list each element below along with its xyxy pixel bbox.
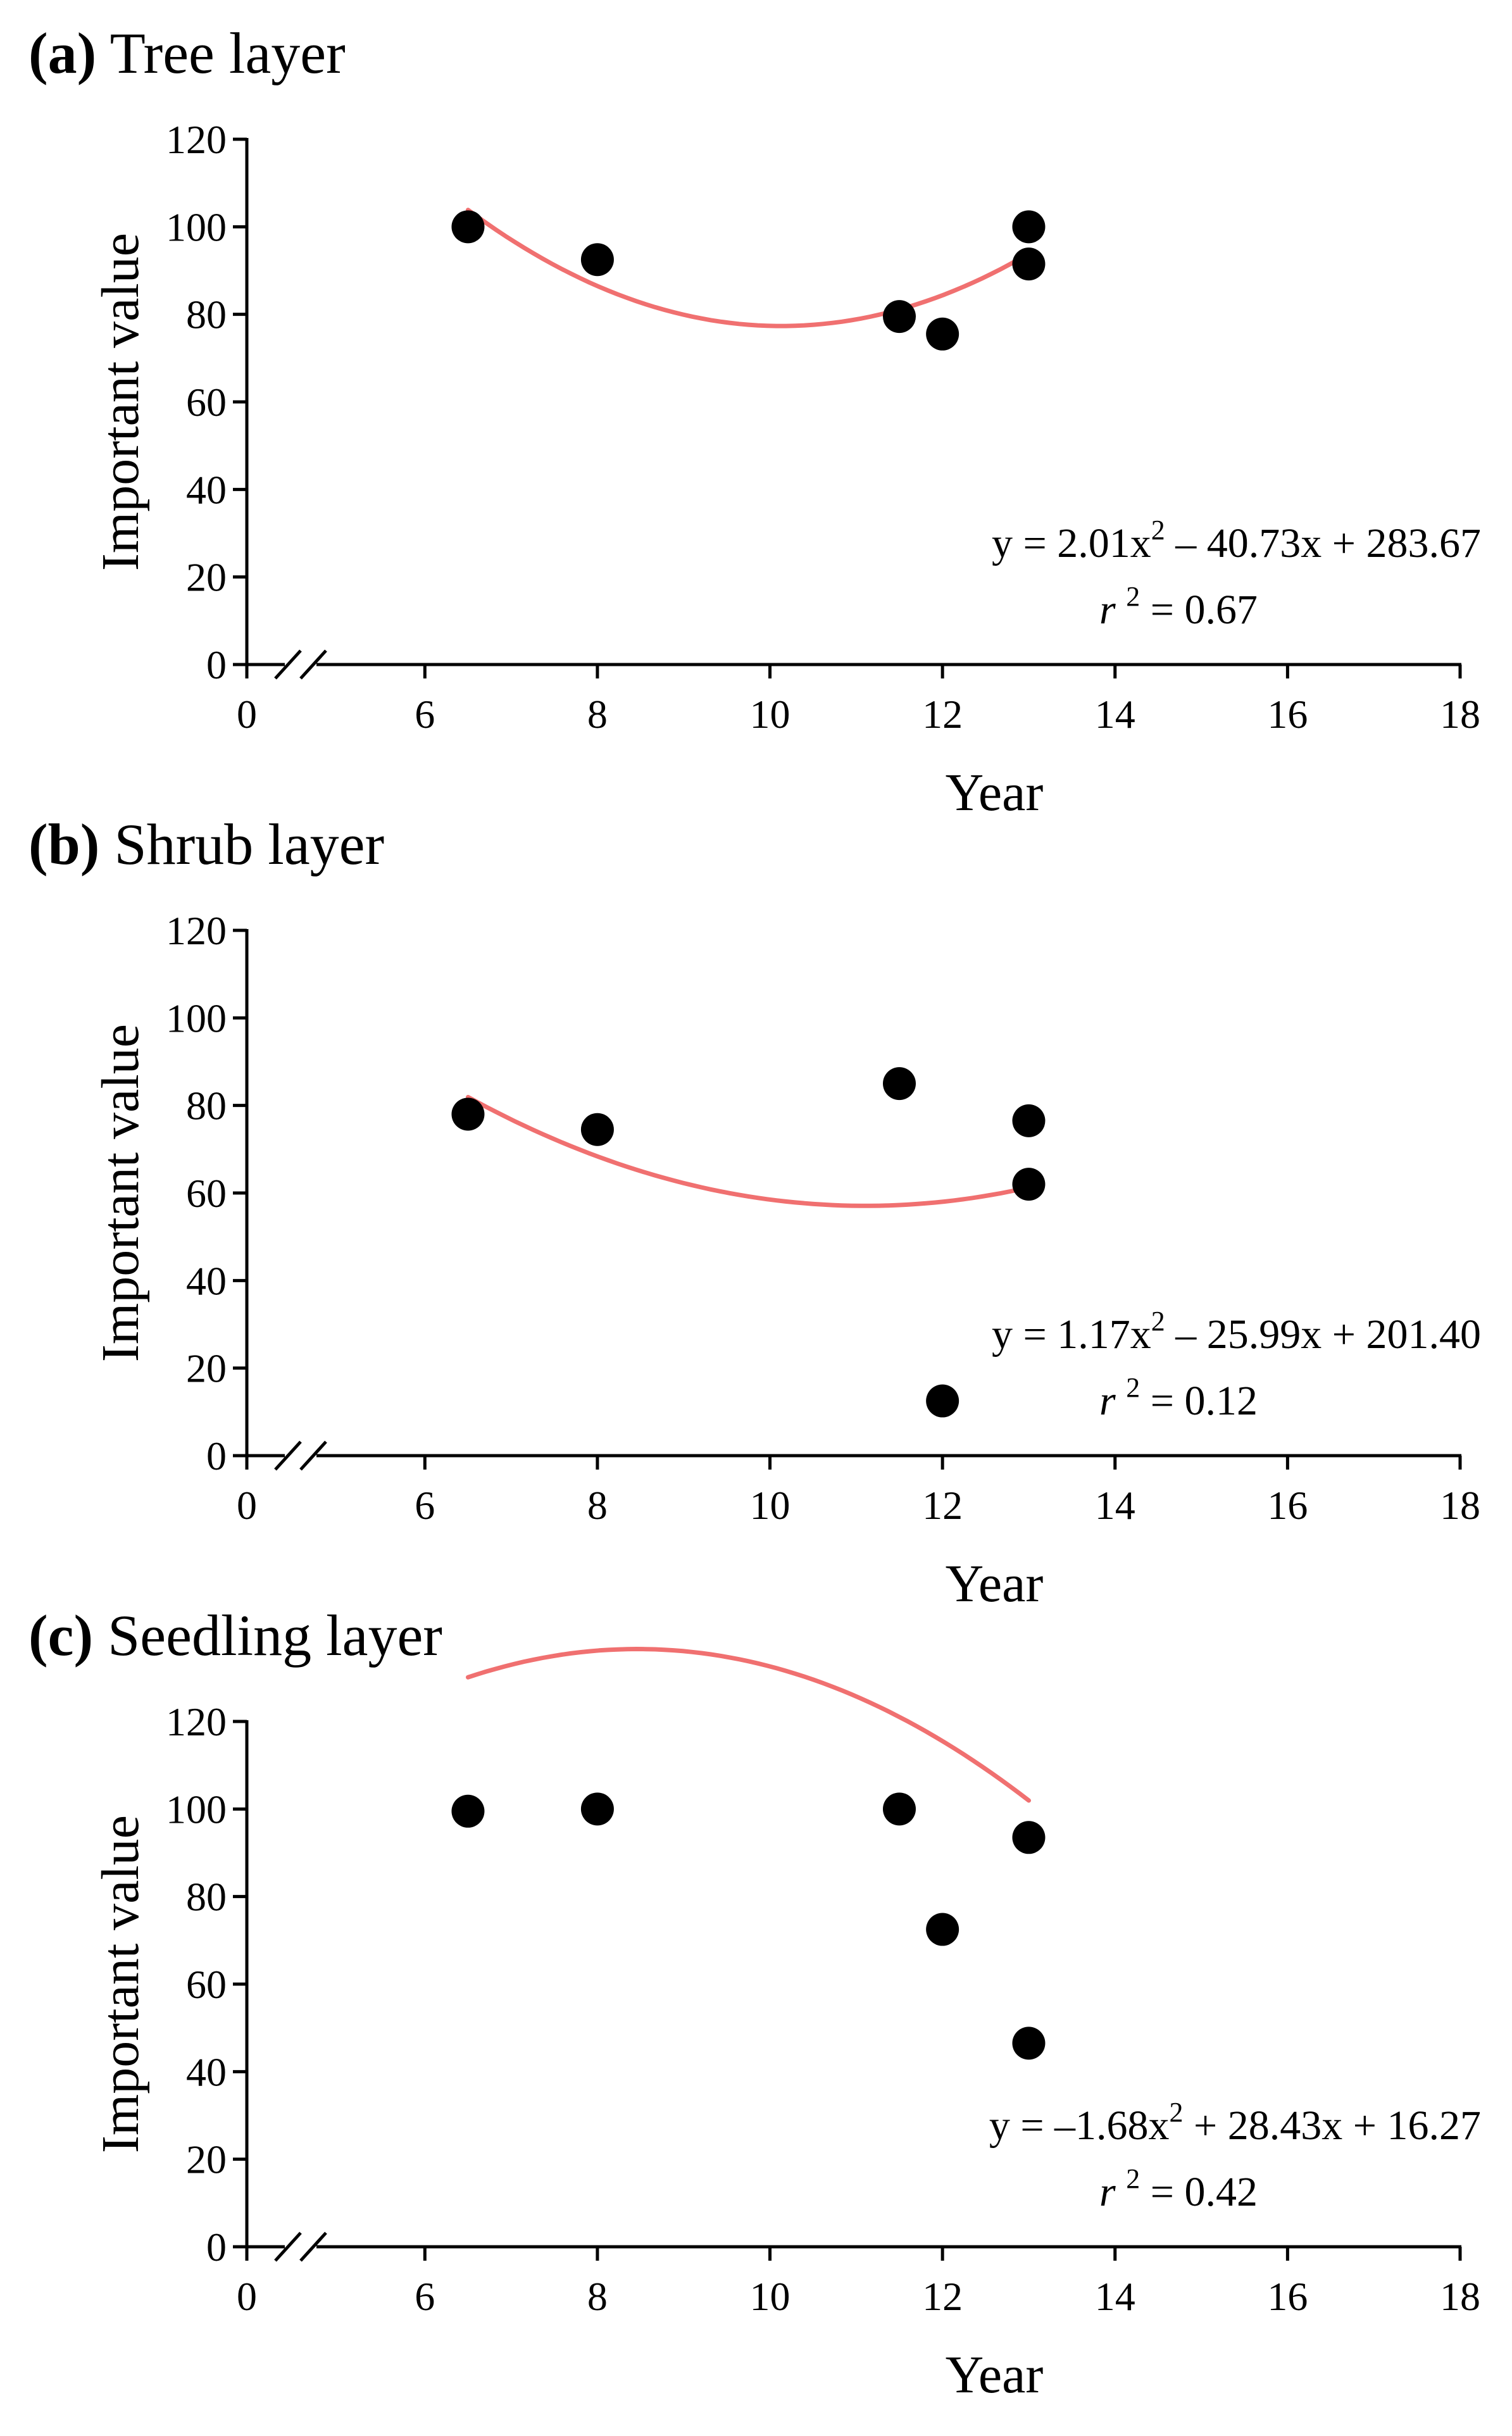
x-tick-label: 10 — [750, 1483, 790, 1528]
data-point — [451, 1794, 485, 1828]
y-tick-label: 20 — [186, 1346, 227, 1391]
x-tick-label: 18 — [1440, 692, 1480, 737]
x-tick-label: 14 — [1095, 2274, 1135, 2319]
x-tick-label: 8 — [587, 1483, 608, 1528]
y-tick-label: 80 — [186, 292, 227, 337]
data-point — [926, 317, 959, 351]
x-tick-label: 10 — [750, 692, 790, 737]
data-point — [926, 1384, 959, 1418]
y-axis-title: Important value — [91, 1024, 150, 1362]
y-tick-label: 0 — [206, 2225, 227, 2270]
x-tick-label: 14 — [1095, 692, 1135, 737]
x-tick-label: 0 — [237, 1483, 257, 1528]
panel-letter: (a) — [28, 21, 96, 85]
axis-break-mark — [274, 649, 302, 680]
panel-name: Shrub layer — [99, 812, 384, 877]
x-tick-label: 18 — [1440, 1483, 1480, 1528]
x-axis-title: Year — [946, 763, 1044, 822]
panel-title: (a) Tree layer — [28, 21, 346, 85]
axis-break-mark — [299, 2232, 327, 2262]
data-point — [883, 1067, 916, 1101]
panel-letter: (b) — [28, 812, 99, 877]
y-tick-label: 100 — [166, 996, 227, 1040]
y-tick-label: 0 — [206, 642, 227, 687]
chart-panel-1: (a) Tree layer 0 20 40 60 80 100 120 0 6 8 10 12 14 16… — [28, 21, 1481, 822]
fit-equation: y = –1.68x2 + 28.43x + 16.27 — [989, 2097, 1481, 2149]
y-tick-label: 20 — [186, 555, 227, 600]
x-tick-label: 8 — [587, 2274, 608, 2319]
data-point — [1012, 210, 1046, 244]
y-tick-label: 100 — [166, 1787, 227, 1832]
fit-equation: y = 1.17x2 – 25.99x + 201.40 — [992, 1306, 1481, 1358]
y-tick-label: 120 — [166, 117, 227, 162]
y-tick-label: 80 — [186, 1875, 227, 1920]
data-point — [1012, 247, 1046, 281]
panel-title: (c) Seedling layer — [28, 1603, 442, 1668]
x-tick-label: 6 — [415, 692, 435, 737]
r-squared: r 2 = 0.12 — [1099, 1372, 1258, 1424]
fit-curve — [466, 208, 1031, 328]
fit-curve — [466, 1647, 1031, 1803]
x-tick-label: 0 — [237, 2274, 257, 2319]
x-tick-label: 12 — [922, 1483, 963, 1528]
y-axis-title: Important value — [91, 233, 150, 571]
data-point — [580, 1792, 614, 1826]
y-tick-label: 60 — [186, 1962, 227, 2007]
x-tick-label: 12 — [922, 692, 963, 737]
y-tick-label: 40 — [186, 1258, 227, 1303]
x-tick-label: 18 — [1440, 2274, 1480, 2319]
y-tick-label: 120 — [166, 1699, 227, 1744]
data-point — [1012, 1821, 1046, 1854]
chart-panel-3: (c) Seedling layer 0 20 40 60 80 100 120 0 6 8 10 12… — [28, 1603, 1481, 2404]
x-axis-title: Year — [946, 2345, 1044, 2404]
x-tick-label: 16 — [1267, 1483, 1308, 1528]
y-axis-title: Important value — [91, 1815, 150, 2153]
r-squared: r 2 = 0.67 — [1099, 581, 1258, 633]
y-tick-label: 120 — [166, 908, 227, 953]
data-point — [1012, 1168, 1046, 1201]
data-point — [1012, 1104, 1046, 1137]
axis-break-mark — [299, 649, 327, 680]
x-tick-label: 6 — [415, 1483, 435, 1528]
panel-title: (b) Shrub layer — [28, 812, 384, 877]
fit-curve — [466, 1095, 1031, 1208]
x-tick-label: 14 — [1095, 1483, 1135, 1528]
data-point — [1012, 2027, 1046, 2060]
data-point — [580, 1113, 614, 1146]
y-tick-label: 80 — [186, 1084, 227, 1128]
r-squared: r 2 = 0.42 — [1099, 2163, 1258, 2215]
data-point — [451, 210, 485, 244]
y-tick-label: 60 — [186, 1171, 227, 1216]
x-axis-title: Year — [946, 1554, 1044, 1613]
axis-break-mark — [299, 1440, 327, 1471]
y-tick-label: 0 — [206, 1433, 227, 1478]
data-point — [580, 243, 614, 277]
x-tick-label: 16 — [1267, 2274, 1308, 2319]
data-point — [883, 300, 916, 334]
panel-name: Seedling layer — [93, 1603, 442, 1668]
x-tick-label: 6 — [415, 2274, 435, 2319]
y-tick-label: 60 — [186, 380, 227, 425]
panel-letter: (c) — [28, 1603, 93, 1668]
data-point — [451, 1097, 485, 1131]
axis-break-mark — [274, 1440, 302, 1471]
panel-name: Tree layer — [96, 21, 345, 85]
x-tick-label: 8 — [587, 692, 608, 737]
y-tick-label: 40 — [186, 467, 227, 512]
data-point — [883, 1792, 916, 1826]
x-tick-label: 12 — [922, 2274, 963, 2319]
data-point — [926, 1913, 959, 1946]
x-tick-label: 10 — [750, 2274, 790, 2319]
axis-break-mark — [274, 2232, 302, 2262]
x-tick-label: 16 — [1267, 692, 1308, 737]
y-tick-label: 100 — [166, 204, 227, 249]
x-tick-label: 0 — [237, 692, 257, 737]
chart-panel-2: (b) Shrub layer 0 20 40 60 80 100 120 0 6 8 10 12 14 1… — [28, 812, 1481, 1613]
fit-equation: y = 2.01x2 – 40.73x + 283.67 — [992, 515, 1481, 566]
y-tick-label: 20 — [186, 2137, 227, 2182]
y-tick-label: 40 — [186, 2049, 227, 2094]
